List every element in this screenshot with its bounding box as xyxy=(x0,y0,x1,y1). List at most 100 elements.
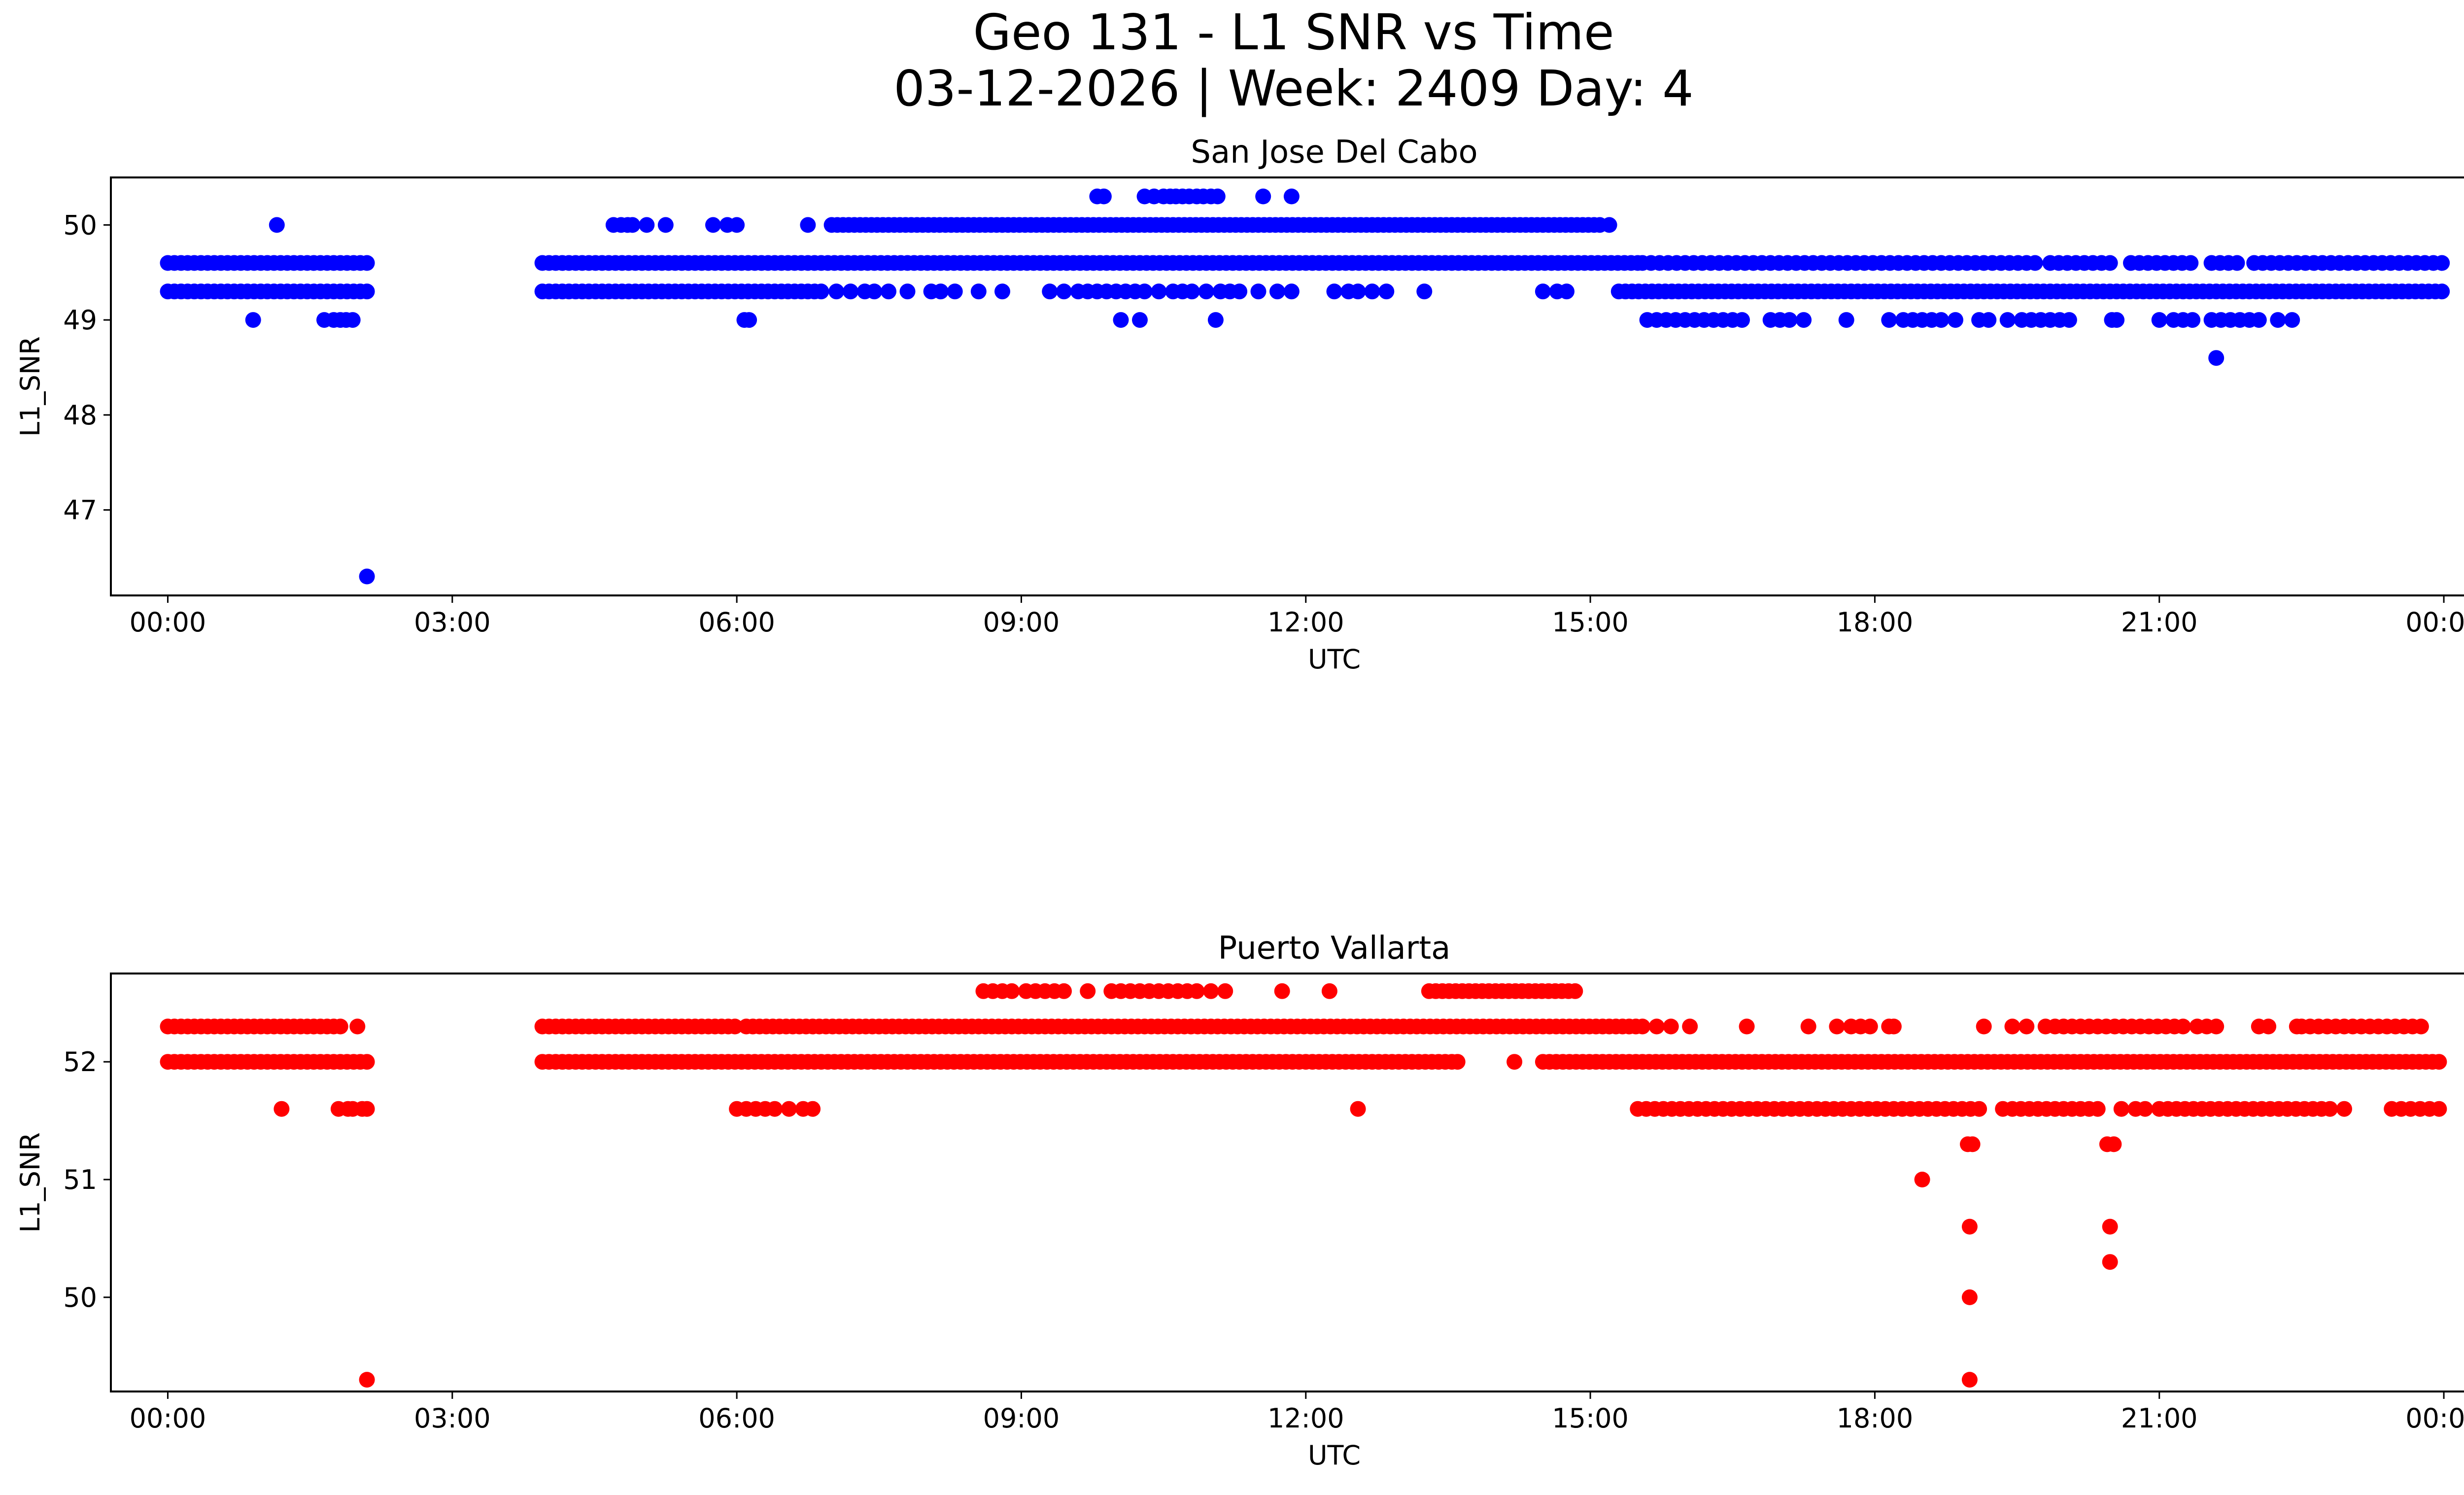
data-point xyxy=(1283,283,1300,300)
data-point xyxy=(1601,217,1617,233)
x-tick-label: 09:00 xyxy=(983,607,1060,638)
data-point xyxy=(1095,188,1112,205)
data-point xyxy=(1829,1018,1845,1035)
data-point xyxy=(2019,1018,2035,1035)
data-point xyxy=(813,283,829,300)
data-point xyxy=(1250,283,1266,300)
data-point xyxy=(1255,188,1271,205)
data-point xyxy=(1976,1018,1992,1035)
data-point xyxy=(1914,1172,1930,1187)
data-point xyxy=(2004,1018,2020,1035)
data-point xyxy=(1933,312,1950,328)
axes-frame xyxy=(110,973,2464,1392)
data-point xyxy=(932,283,949,300)
data-point xyxy=(2185,312,2201,328)
x-tick-label: 21:00 xyxy=(2121,1403,2198,1434)
data-point xyxy=(1203,983,1219,999)
data-point xyxy=(359,283,375,300)
data-point xyxy=(1567,983,1583,999)
y-tick-label: 48 xyxy=(63,400,97,431)
data-point xyxy=(843,283,858,300)
data-point xyxy=(2289,1018,2305,1035)
figure-title-line2: 03-12-2026 | Week: 2409 Day: 4 xyxy=(893,60,1693,117)
data-point xyxy=(1964,1136,1981,1152)
x-tick-label: 03:00 xyxy=(414,607,491,638)
data-point xyxy=(2434,255,2450,271)
y-tick-label: 50 xyxy=(63,1282,97,1313)
data-point xyxy=(1862,1018,1878,1035)
x-tick-label: 21:00 xyxy=(2121,607,2198,638)
data-point xyxy=(1535,283,1551,300)
data-point xyxy=(245,312,261,328)
data-point xyxy=(344,312,361,328)
data-point xyxy=(2284,312,2300,328)
data-point xyxy=(359,1054,375,1070)
data-point xyxy=(828,283,845,300)
data-point xyxy=(1207,312,1224,328)
data-point xyxy=(1682,1018,1698,1035)
data-points xyxy=(160,188,2450,585)
data-point xyxy=(1739,1018,1755,1035)
data-point xyxy=(2106,1136,2122,1152)
data-point xyxy=(2431,1054,2447,1070)
data-point xyxy=(781,1101,797,1117)
data-point xyxy=(2208,350,2224,366)
data-point xyxy=(359,255,375,271)
y-tick-label: 51 xyxy=(63,1164,97,1195)
data-point xyxy=(1269,283,1285,300)
data-point xyxy=(705,217,721,233)
x-tick-label: 06:00 xyxy=(698,1403,775,1434)
data-point xyxy=(1042,283,1058,300)
data-point xyxy=(2431,1101,2447,1117)
data-point xyxy=(866,283,883,300)
data-point xyxy=(1350,283,1366,300)
x-tick-label: 12:00 xyxy=(1267,607,1344,638)
data-point xyxy=(332,1018,348,1035)
data-point xyxy=(881,283,896,300)
data-point xyxy=(899,283,916,300)
data-point xyxy=(2102,255,2118,271)
x-tick-label: 00:00 xyxy=(2405,1403,2464,1434)
data-point xyxy=(1232,283,1248,300)
data-point xyxy=(1506,1054,1523,1070)
data-point xyxy=(1881,312,1897,328)
data-point xyxy=(2208,1018,2224,1035)
data-point xyxy=(1198,283,1214,300)
data-point xyxy=(1080,983,1096,999)
data-point xyxy=(1971,1101,1987,1117)
data-point xyxy=(2102,1254,2118,1270)
data-point xyxy=(1350,1101,1366,1117)
data-point xyxy=(1189,983,1205,999)
data-point xyxy=(2270,312,2286,328)
data-point xyxy=(359,1101,375,1117)
data-point xyxy=(1449,1054,1466,1070)
data-point xyxy=(359,1372,375,1388)
data-point xyxy=(729,217,745,233)
axes-frame xyxy=(110,176,2464,596)
data-point xyxy=(994,283,1010,300)
data-point xyxy=(2027,255,2043,271)
data-point xyxy=(1416,283,1433,300)
data-point xyxy=(1634,1018,1650,1035)
y-axis-label: L1_SNR xyxy=(15,1132,46,1233)
data-point xyxy=(2113,1101,2129,1117)
data-point xyxy=(2102,1218,2118,1235)
panel-puerto-vallarta: Puerto Vallarta 00:00 03:00 06:00 09:00 12:00… xyxy=(15,930,2464,1471)
data-point xyxy=(1734,312,1750,328)
x-tick-label: 09:00 xyxy=(983,1403,1060,1434)
data-point xyxy=(1961,1289,1978,1305)
x-tick-label: 00:00 xyxy=(130,607,206,638)
x-tick-label: 15:00 xyxy=(1552,607,1629,638)
data-point xyxy=(657,217,674,233)
data-point xyxy=(1136,283,1153,300)
data-point xyxy=(1274,983,1290,999)
data-point xyxy=(1209,188,1226,205)
data-point xyxy=(1796,312,1812,328)
data-point xyxy=(2434,283,2450,300)
data-point xyxy=(1995,1101,2011,1117)
data-point xyxy=(2413,1018,2429,1035)
data-point xyxy=(727,1018,743,1035)
y-axis-label: L1_SNR xyxy=(15,336,46,437)
data-point xyxy=(1559,283,1574,300)
